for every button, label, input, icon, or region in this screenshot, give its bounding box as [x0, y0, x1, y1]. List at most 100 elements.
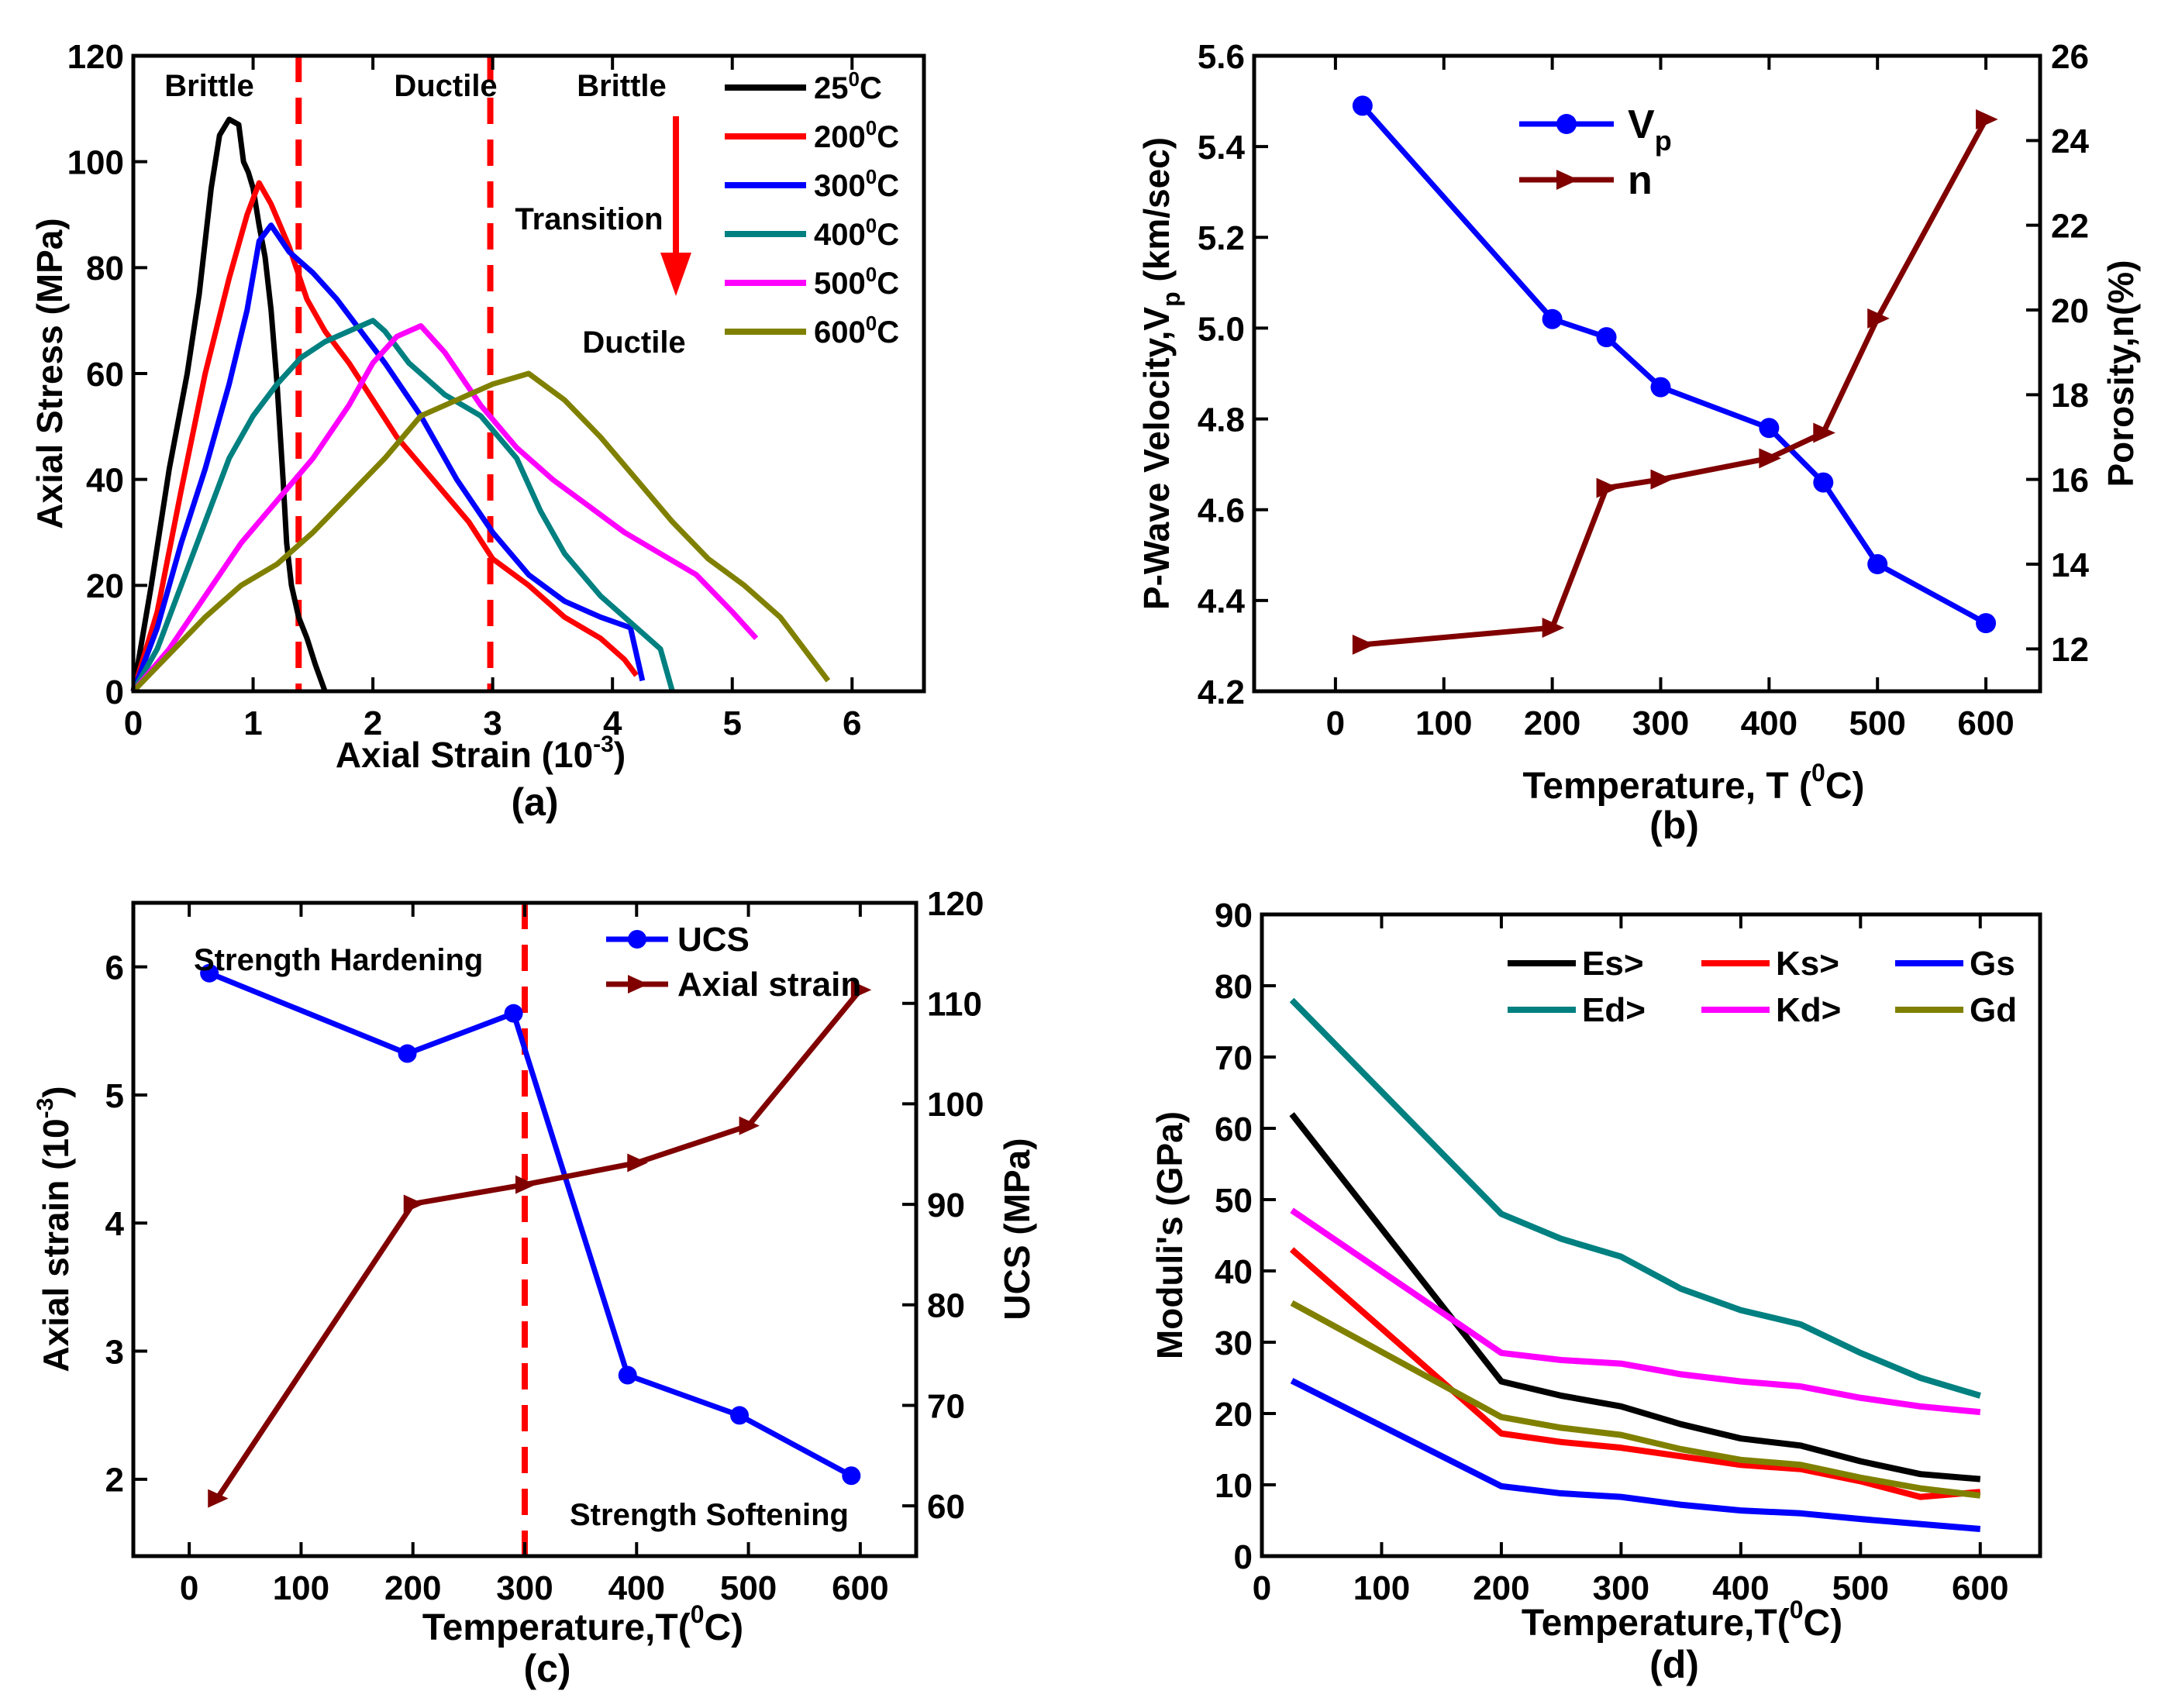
chart-a-y-tick-label: 60 [86, 356, 124, 394]
chart-b-data-point [1352, 634, 1375, 655]
chart-a-legend-degree: 0 [866, 312, 877, 335]
chart-b-y2-tick-label: 18 [2051, 377, 2089, 415]
chart-c-data-point [627, 1153, 648, 1173]
chart-a-legend-value: 400 [814, 218, 866, 252]
chart-c-data-point [628, 930, 646, 949]
chart-c-y-tick-label: 4 [105, 1205, 125, 1243]
chart-d-y-tick-label: 0 [1234, 1538, 1253, 1576]
chart-b-y2-tick-label: 16 [2051, 462, 2089, 500]
chart-d-y-axis-label: Moduli's (GPa) [1149, 1111, 1190, 1359]
chart-d-plot-frame [1260, 912, 2042, 1558]
chart-d-y-tick-label: 60 [1215, 1111, 1253, 1148]
chart-b-caption: (b) [1649, 804, 1699, 847]
chart-c-data-point [504, 1004, 523, 1023]
chart-d-series-line [1290, 1300, 1981, 1499]
chart-d-legend-label: Es> [1582, 945, 1644, 983]
chart-a-x-tick-label: 2 [364, 704, 382, 742]
chart-d-y-tick-label: 40 [1215, 1253, 1253, 1291]
chart-c-data-point [403, 1194, 425, 1214]
chart-a-caption: (a) [511, 780, 558, 824]
chart-d-legend-label: Kd> [1776, 991, 1841, 1029]
chart-a-legend-value: 300 [814, 169, 866, 203]
chart-c-data-point [628, 975, 649, 993]
chart-b-data-point [1867, 308, 1890, 329]
chart-c-y-axis-label-main: Axial strain (10 [36, 1118, 76, 1372]
chart-a-legend-unit: C [877, 218, 899, 252]
chart-c-y2-tick-label: 110 [927, 986, 982, 1024]
chart-c-y2-tick-label: 70 [927, 1387, 965, 1425]
chart-b-plot-frame [1252, 53, 2042, 694]
chart-c-y-axis-label-end: ) [36, 1086, 76, 1097]
chart-c-hardening-label: Strength Hardening [194, 943, 483, 977]
chart-a-transition-label: Transition [515, 202, 663, 236]
chart-a-legend-label: 6000C [814, 312, 899, 350]
chart-b-x-tick-label: 100 [1415, 704, 1472, 742]
chart-b-data-point [1542, 308, 1563, 329]
chart-d-series-line [1289, 1247, 1981, 1500]
chart-c-caption: (c) [523, 1647, 570, 1690]
chart-c-data-point [739, 1116, 760, 1135]
chart-c-data-point [515, 1175, 536, 1194]
chart-a-y-tick-label: 120 [67, 38, 124, 76]
chart-a-region-label: Brittle [577, 69, 667, 103]
chart-b-y-tick-label: 4.6 [1198, 492, 1245, 530]
chart-c-legend-label: Axial strain [677, 966, 861, 1004]
chart-b-data-point [1867, 554, 1888, 574]
chart-c-x-tick-label: 300 [496, 1569, 553, 1607]
chart-a-x-axis-label-main: Axial Strain (10 [336, 735, 593, 775]
chart-c-x-tick-label: 0 [180, 1569, 198, 1607]
chart-a-x-axis-label: Axial Strain (10-3) [336, 732, 626, 775]
chart-d-y-tick-label: 70 [1215, 1039, 1253, 1077]
chart-b-y-tick-label: 5.4 [1198, 129, 1246, 167]
chart-d-x-axis-label: Temperature,T(0C) [1522, 1596, 1842, 1644]
chart-b-y2-tick-label: 22 [2051, 208, 2089, 246]
chart-c-data-point [842, 1466, 861, 1486]
chart-a-x-tick-label: 4 [603, 704, 622, 742]
chart-c-x-tick-label: 200 [384, 1569, 441, 1607]
chart-c-data-point [398, 1044, 417, 1063]
chart-a-ductile-label: Ductile [582, 325, 685, 360]
chart-d-x-axis-label-main: Temperature,T( [1522, 1603, 1790, 1644]
chart-a-legend-degree: 0 [866, 214, 877, 237]
chart-b-series-line [1360, 104, 1987, 626]
chart-d-y-tick-label: 80 [1215, 968, 1253, 1006]
chart-a-legend-value: 600 [814, 315, 866, 350]
chart-a-legend-label: 3000C [814, 165, 899, 203]
chart-a-x-axis-label-sup: -3 [593, 732, 614, 757]
chart-c-y2-tick-label: 90 [927, 1186, 965, 1224]
chart-a-x-tick-label: 6 [843, 704, 861, 742]
chart-d-y-tick-label: 30 [1215, 1324, 1253, 1362]
chart-b-y-tick-label: 4.4 [1198, 583, 1246, 621]
chart-b-data-point [1650, 377, 1671, 398]
chart-c-data-point [618, 1365, 637, 1385]
chart-c-y-tick-label: 6 [105, 949, 124, 987]
chart-b-data-point [1976, 613, 1997, 634]
chart-d-y-tick-label: 10 [1215, 1467, 1253, 1505]
chart-d-y-tick-label: 90 [1215, 897, 1253, 935]
chart-a-legend-unit: C [877, 267, 899, 301]
chart-d-x-tick-label: 400 [1712, 1569, 1769, 1607]
chart-c-y-tick-label: 5 [105, 1077, 124, 1115]
chart-a-arrow-head [660, 253, 691, 296]
chart-d-x-axis-label-sup: 0 [1790, 1596, 1804, 1624]
chart-d-legend-label: Ks> [1776, 945, 1839, 983]
chart-a-y-tick-label: 0 [105, 673, 124, 711]
chart-a-legend-unit: C [860, 71, 882, 105]
chart-c-softening-label: Strength Softening [570, 1498, 849, 1532]
chart-b-data-point [1759, 418, 1780, 439]
chart-a-x-tick-label: 1 [243, 704, 262, 742]
chart-c-y-tick-label: 2 [105, 1462, 124, 1500]
chart-b-x-axis-label-sup: 0 [1811, 759, 1825, 787]
chart-a-legend-degree: 0 [866, 116, 877, 139]
chart-a-legend-unit: C [877, 315, 899, 350]
chart-b-data-point [1759, 448, 1781, 469]
chart-b-y-tick-label: 5.2 [1198, 219, 1245, 257]
chart-b-data-point [1556, 114, 1577, 134]
chart-a-x-tick-label: 3 [483, 704, 502, 742]
chart-d-x-tick-label: 0 [1253, 1569, 1271, 1607]
chart-b-x-tick-label: 500 [1849, 704, 1905, 742]
chart-b-x-tick-label: 300 [1632, 704, 1689, 742]
chart-a-y-tick-label: 80 [86, 250, 124, 288]
chart-c-x-tick-label: 400 [608, 1569, 665, 1607]
chart-c-y2-tick-label: 60 [927, 1488, 965, 1526]
